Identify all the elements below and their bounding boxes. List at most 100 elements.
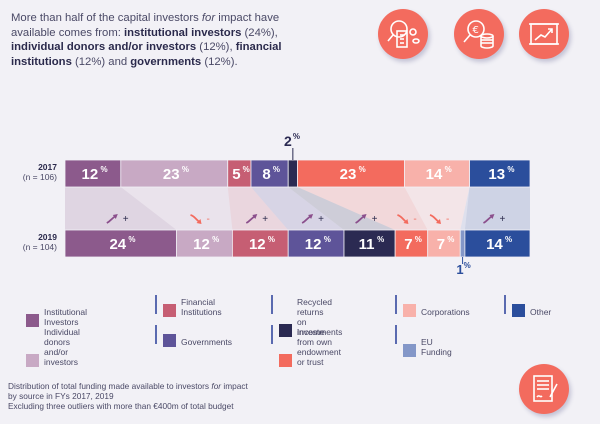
data-label: 11 bbox=[359, 236, 375, 253]
text-run: Distribution of total funding made avail… bbox=[8, 381, 212, 391]
bar-segment bbox=[287, 229, 345, 258]
text-run: financial institutions bbox=[11, 41, 282, 68]
legend-item: Recycled returns on investments bbox=[279, 297, 342, 337]
legend-swatch bbox=[403, 304, 416, 317]
footnote-line-3: Excluding three outliers with more than … bbox=[8, 401, 234, 411]
trend-down-arrowhead bbox=[196, 219, 202, 224]
legend-label-line: investors bbox=[44, 357, 79, 367]
legend-swatch bbox=[279, 354, 292, 367]
euro-coins-magnifier-icon: € bbox=[454, 9, 504, 59]
data-label: 8 bbox=[262, 166, 270, 183]
text-run: individual donors and/or investors bbox=[11, 41, 197, 53]
chart-growth-board-icon bbox=[519, 9, 569, 59]
legend-label: Governments bbox=[181, 327, 232, 347]
percent-sign: % bbox=[377, 235, 384, 244]
percent-sign: % bbox=[359, 165, 366, 174]
legend-separator bbox=[155, 325, 157, 344]
legend-swatch bbox=[163, 304, 176, 317]
legend-label-line: EU Funding bbox=[421, 337, 452, 357]
data-label: 12 bbox=[82, 166, 99, 183]
legend-label-line: Recycled returns bbox=[297, 297, 332, 317]
trend-up-arrowhead bbox=[489, 214, 495, 219]
change-sign: + bbox=[123, 214, 129, 225]
connector-band bbox=[297, 187, 428, 230]
data-label: 14 bbox=[426, 166, 443, 183]
percent-sign: % bbox=[324, 235, 331, 244]
text-run: (12%), bbox=[196, 41, 236, 53]
text-run: (12%). bbox=[201, 55, 238, 68]
connector-band bbox=[404, 187, 470, 230]
callout-label: 2 bbox=[284, 133, 292, 149]
legend-item: Institutional Investors bbox=[26, 297, 87, 327]
row-sublabel: (n = 104) bbox=[23, 242, 57, 252]
legend-separator bbox=[155, 295, 157, 314]
percent-sign: % bbox=[445, 165, 452, 174]
bar-segment bbox=[394, 229, 429, 258]
legend-label: Individual donors and/or investors bbox=[44, 327, 80, 367]
text-run: (12%) and bbox=[71, 55, 131, 68]
legend-swatch bbox=[26, 314, 39, 327]
signed-document-icon bbox=[519, 364, 569, 414]
legend-label-line: Other bbox=[530, 307, 552, 317]
data-label: 13 bbox=[488, 166, 505, 183]
intro-text: More than half of the capital investors … bbox=[11, 11, 301, 69]
percent-sign: % bbox=[464, 261, 471, 270]
change-sign: + bbox=[318, 214, 324, 225]
bar-segment bbox=[343, 229, 396, 258]
connector-band bbox=[288, 187, 396, 230]
footnote-line-1: Distribution of total funding made avail… bbox=[8, 381, 248, 391]
change-sign: - bbox=[446, 214, 449, 225]
change-sign: - bbox=[207, 214, 210, 225]
connector-band bbox=[460, 187, 470, 230]
legend-label: EU Funding bbox=[421, 327, 452, 357]
trend-down-arrowhead bbox=[403, 219, 409, 224]
percent-sign: % bbox=[505, 235, 512, 244]
trend-up-arrowhead bbox=[252, 214, 258, 219]
legend-label-line: on investments bbox=[297, 317, 343, 337]
footnote: Distribution of total funding made avail… bbox=[8, 381, 248, 411]
percent-sign: % bbox=[415, 235, 422, 244]
trend-up-arrowhead bbox=[112, 214, 118, 219]
legend-label-line: endowment or trust bbox=[297, 347, 341, 367]
text-run: impact have available comes from: bbox=[11, 12, 280, 39]
legend-label: Recycled returns on investments bbox=[297, 297, 342, 337]
percent-sign: % bbox=[273, 165, 280, 174]
percent-sign: % bbox=[293, 132, 300, 141]
row-sublabel: (n = 106) bbox=[23, 172, 57, 182]
connector-band bbox=[227, 187, 289, 230]
percent-sign: % bbox=[101, 165, 108, 174]
legend-item: Governments bbox=[163, 327, 232, 347]
legend-item: Individual donors and/or investors bbox=[26, 327, 80, 367]
magnifier-building-icon bbox=[378, 9, 428, 59]
percent-sign: % bbox=[243, 165, 250, 174]
text-run: for bbox=[201, 12, 216, 24]
text-run: impact bbox=[221, 381, 248, 391]
legend-label: Financial Institutions bbox=[181, 297, 222, 317]
legend-label: Institutional Investors bbox=[44, 297, 87, 327]
legend-separator bbox=[395, 295, 397, 314]
change-sign: + bbox=[262, 214, 268, 225]
data-label: 7 bbox=[404, 236, 412, 253]
data-label: 24 bbox=[109, 236, 126, 253]
legend-label-line: Corporations bbox=[421, 307, 470, 317]
text-run: institutional investors bbox=[124, 26, 242, 39]
legend-label: Income from own endowment or trust bbox=[297, 327, 341, 367]
legend-swatch bbox=[163, 334, 176, 347]
legend-item: Income from own endowment or trust bbox=[279, 327, 341, 367]
percent-sign: % bbox=[507, 165, 514, 174]
legend-label-line: Institutional Investors bbox=[44, 307, 87, 327]
connector-band bbox=[65, 187, 177, 230]
bar-segment bbox=[297, 159, 405, 188]
row-label: 2019 bbox=[38, 232, 57, 242]
legend-label: Other bbox=[530, 297, 551, 317]
legend-label: Corporations bbox=[421, 297, 470, 317]
legend-label-line: Individual donors and/or bbox=[44, 327, 80, 357]
bar-segment bbox=[464, 229, 531, 258]
bar-segment bbox=[64, 159, 122, 188]
bar-segment bbox=[176, 229, 233, 258]
trend-down-arrowhead bbox=[435, 219, 441, 224]
data-label: 12 bbox=[305, 236, 322, 253]
percent-sign: % bbox=[268, 235, 275, 244]
legend-label-line: Institutions bbox=[181, 307, 222, 317]
